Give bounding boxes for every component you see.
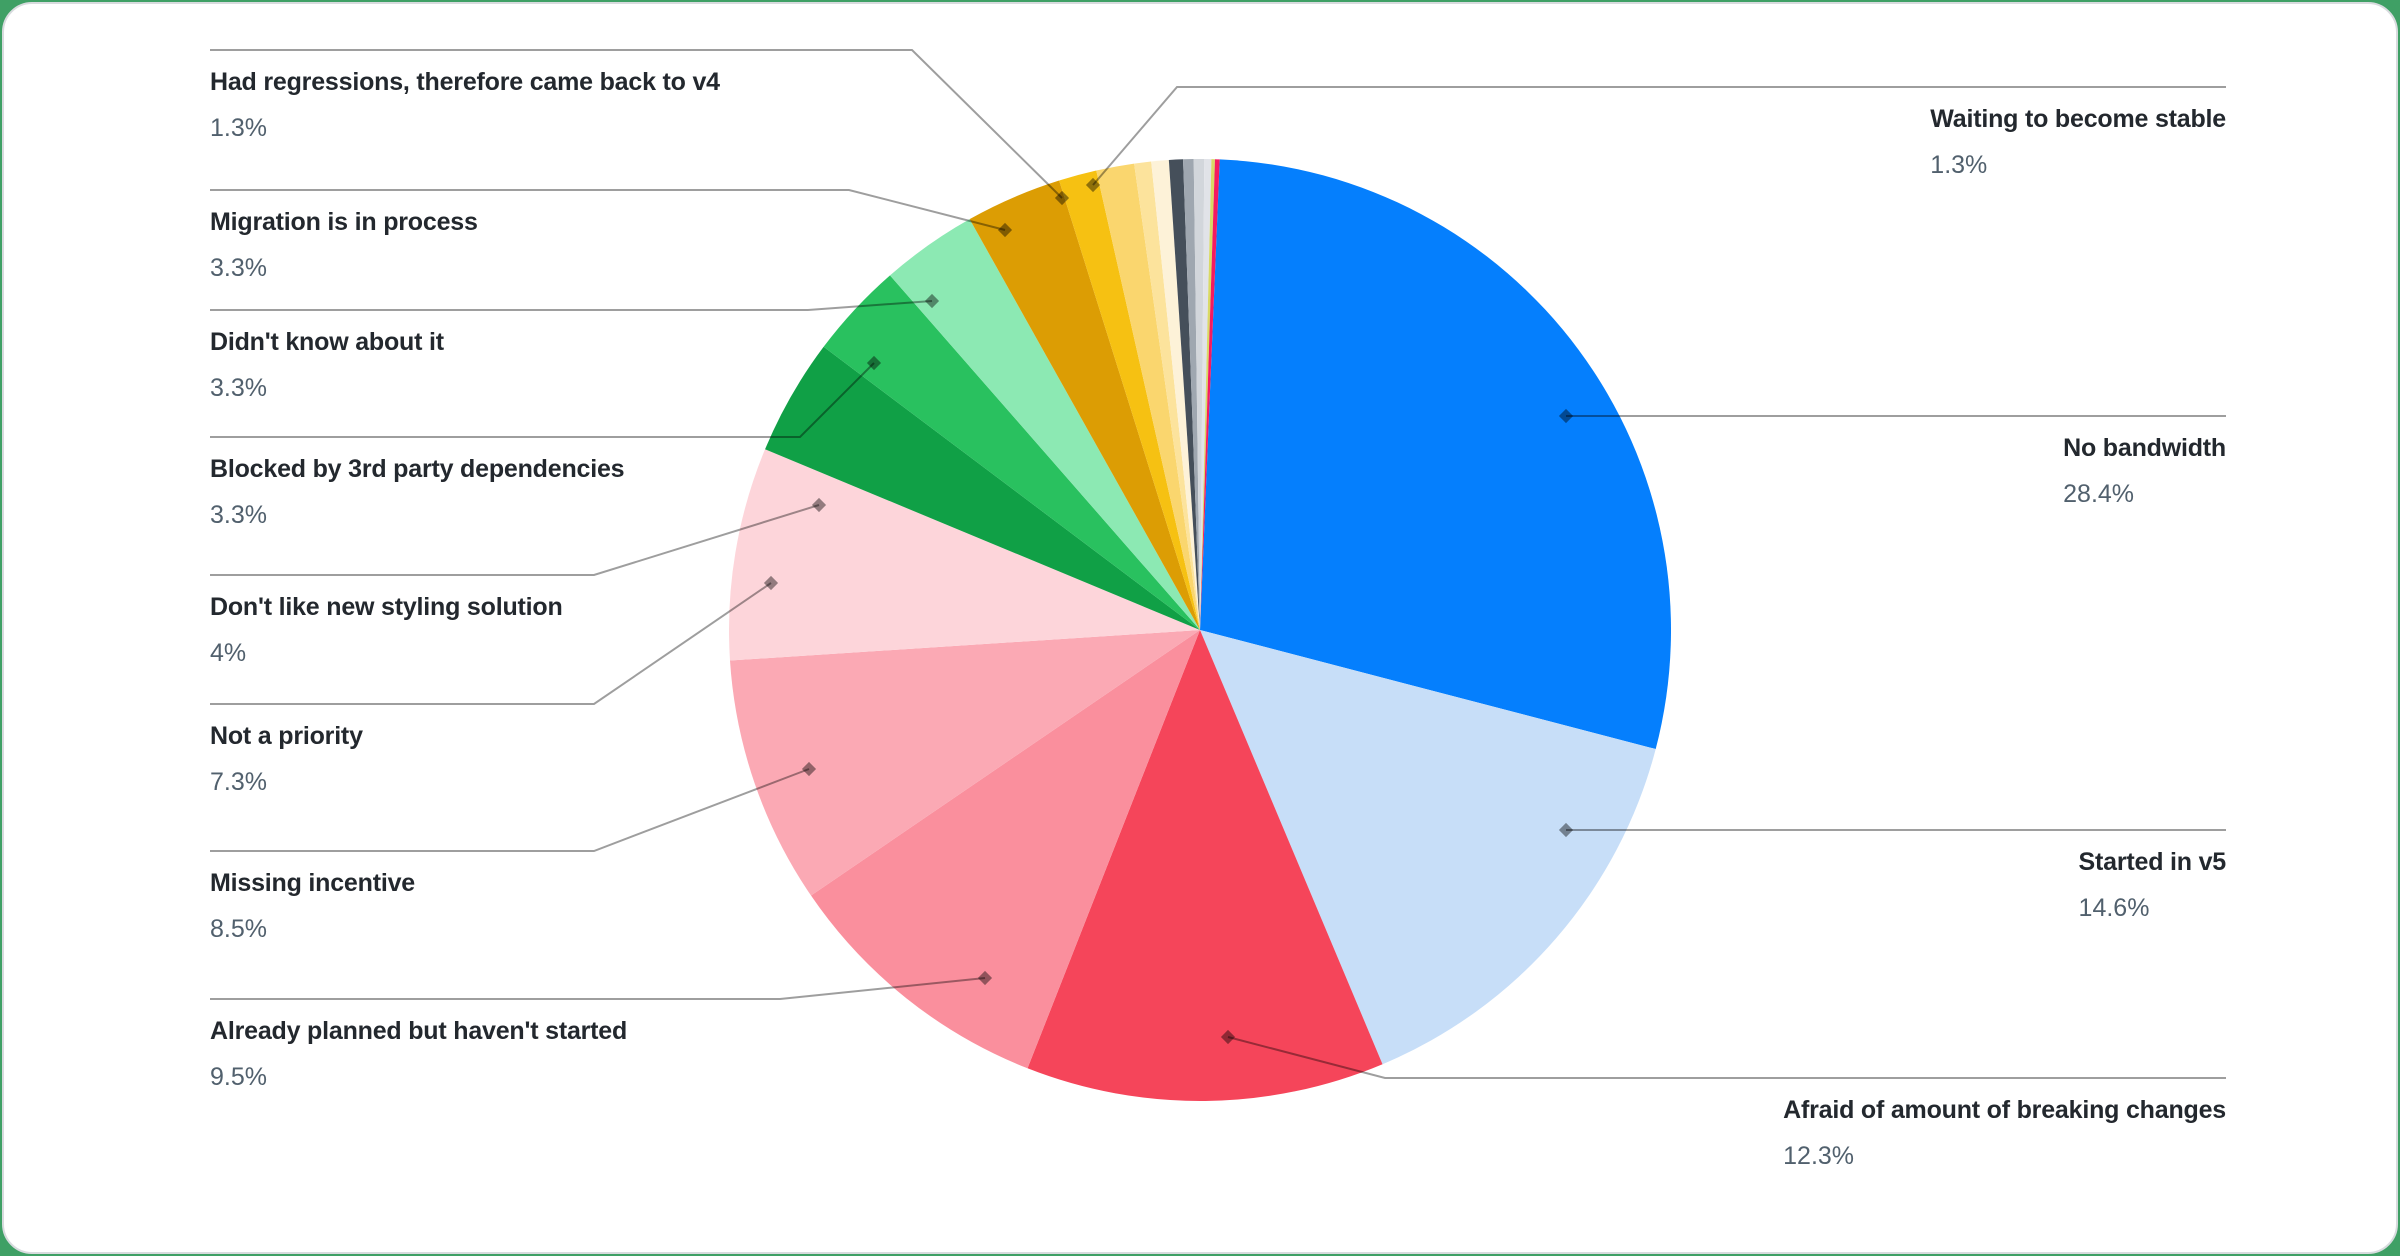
slice-label-name: No bandwidth [2063,434,2226,462]
slice-label-name: Already planned but haven't started [210,1017,628,1045]
pie-slice-unlabeled-13[interactable] [1151,160,1200,630]
leader-dot-icon [866,355,882,371]
leader-dot-icon [1558,408,1574,424]
leader-line-already-planned-but-haven-t-started [210,977,986,1000]
pie-slice-afraid-of-amount-of-breaking-changes[interactable] [1027,630,1383,1102]
pie-slice-didn-t-know-about-it[interactable] [890,219,1200,631]
pie-slice-unlabeled-12[interactable] [1134,161,1200,631]
slice-label-pct: 28.4% [2063,480,2135,508]
leader-dot-icon [997,222,1013,238]
slice-label-didn-t-know-about-it: Didn't know about it 3.3% [210,327,444,403]
slice-label-name: Migration is in process [210,208,478,236]
leader-line-don-t-like-new-styling-solution [210,504,820,576]
pie-slice-waiting-to-become-stable[interactable] [1096,163,1200,630]
leader-dot-icon [977,970,993,986]
pie-slice-unlabeled-15[interactable] [1183,159,1200,631]
leader-line-missing-incentive [210,768,810,852]
slice-label-name: Blocked by 3rd party dependencies [210,455,625,483]
leader-dot-icon [763,575,779,591]
slice-label-name: Didn't know about it [210,328,444,356]
slice-label-pct: 3.3% [210,374,267,402]
slice-label-pct: 1.3% [210,114,267,142]
pie-slice-unlabeled-16[interactable] [1193,158,1205,630]
leader-line-waiting-to-become-stable [1092,86,2226,186]
leader-line-blocked-by-3rd-party-dependencies [210,362,875,438]
slice-label-no-bandwidth: No bandwidth 28.4% [2063,433,2226,509]
leader-line-had-regressions-therefore-came-back-to-v4 [210,49,1063,199]
leader-line-not-a-priority [210,582,772,705]
leader-dot-icon [1558,822,1574,838]
pie-slice-blocked-by-3rd-party-dependencies[interactable] [823,275,1200,630]
slice-label-migration-is-in-process: Migration is in process 3.3% [210,207,478,283]
slice-label-name: Waiting to become stable [1930,105,2226,133]
pie-slice-migration-is-in-process[interactable] [969,180,1200,631]
slice-label-waiting-to-become-stable: Waiting to become stable 1.3% [1930,104,2226,180]
slice-label-had-regressions-therefore-came-back-to-v4: Had regressions, therefore came back to … [210,67,720,143]
slice-label-name: Missing incentive [210,869,415,897]
leader-dot-icon [1085,177,1101,193]
slice-label-pct: 9.5% [210,1063,267,1091]
pie-slice-unlabeled-14[interactable] [1168,159,1200,630]
leader-dot-icon [811,497,827,513]
slice-label-name: Don't like new styling solution [210,593,563,621]
slice-label-don-t-like-new-styling-solution: Don't like new styling solution 4% [210,592,563,668]
leader-dot-icon [924,293,940,309]
pie-slice-started-in-v5[interactable] [1200,630,1656,1065]
slice-label-pct: 14.6% [2078,894,2150,922]
leader-line-migration-is-in-process [210,189,1006,231]
pie-slice-no-bandwidth[interactable] [1200,159,1672,750]
slice-label-pct: 1.3% [1930,151,1988,179]
slice-label-name: Started in v5 [2078,848,2227,876]
slice-label-not-a-priority: Not a priority 7.3% [210,721,363,797]
slice-label-pct: 8.5% [210,915,267,943]
leader-line-afraid-of-amount-of-breaking-changes [1227,1036,2226,1079]
slice-label-pct: 12.3% [1783,1142,1855,1170]
slice-label-pct: 4% [210,639,247,667]
slice-label-name: Not a priority [210,722,363,750]
leader-line-didn-t-know-about-it [210,300,933,311]
leader-dot-icon [1054,190,1070,206]
slice-label-pct: 3.3% [210,501,267,529]
slice-label-afraid-of-amount-of-breaking-changes: Afraid of amount of breaking changes 12.3… [1783,1095,2226,1171]
slice-label-pct: 3.3% [210,254,267,282]
slice-label-pct: 7.3% [210,768,267,796]
pie-slice-had-regressions-therefore-came-back-to-v4[interactable] [1059,170,1200,630]
pie-slice-not-a-priority[interactable] [728,449,1200,661]
pie-slice-don-t-like-new-styling-solution[interactable] [765,346,1200,630]
slice-label-missing-incentive: Missing incentive 8.5% [210,868,415,944]
slice-label-name: Had regressions, therefore came back to … [210,68,720,96]
pie-slice-unlabeled-18[interactable] [1200,159,1215,630]
pie-slice-already-planned-but-haven-t-started[interactable] [811,630,1200,1069]
slice-label-name: Afraid of amount of breaking changes [1783,1096,2226,1124]
pie-slice-unlabeled-17[interactable] [1200,159,1212,630]
pie-slice-unlabeled-19[interactable] [1200,159,1220,631]
slice-label-started-in-v5: Started in v5 14.6% [2078,847,2227,923]
leader-dot-icon [1220,1029,1236,1045]
slice-label-already-planned-but-haven-t-started: Already planned but haven't started 9.5% [210,1016,627,1092]
pie-slice-missing-incentive[interactable] [729,630,1200,896]
slice-label-blocked-by-3rd-party-dependencies: Blocked by 3rd party dependencies 3.3% [210,454,625,530]
leader-dot-icon [801,761,817,777]
